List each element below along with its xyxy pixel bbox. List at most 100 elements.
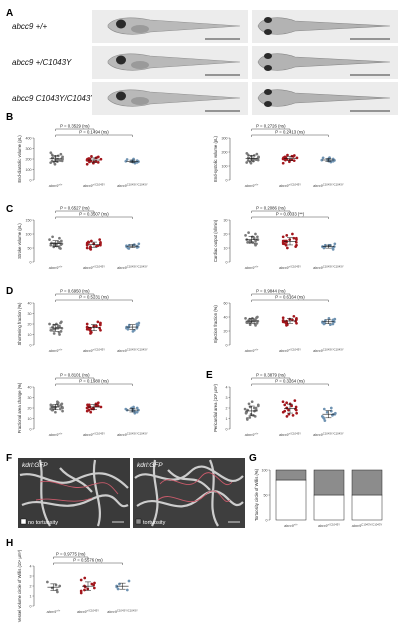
chart-esv: 0 100 200 300 End-systolic volume (pL) abcc9+… xyxy=(213,124,344,189)
data-point xyxy=(245,152,249,155)
x-category-label: abcc9+/+ xyxy=(245,432,259,438)
data-point xyxy=(51,235,54,239)
data-point xyxy=(328,323,332,327)
y-tick-label: 100 xyxy=(26,168,32,172)
data-point xyxy=(250,400,254,404)
data-point xyxy=(54,583,58,587)
y-tick-label: 0 xyxy=(266,518,268,522)
data-point xyxy=(132,405,135,409)
data-point xyxy=(334,411,337,415)
y-axis-label: End-diastolic volume (pL) xyxy=(17,135,22,183)
x-category-label: abcc9+/C1043Y xyxy=(83,432,105,438)
data-point xyxy=(288,160,291,164)
data-point xyxy=(294,245,298,248)
legend-tortuosity: tortuosity xyxy=(143,520,166,526)
x-category-label: abcc9+/C1043Y xyxy=(279,432,301,438)
x-category-label: abcc9C1043Y/C1043Y xyxy=(313,183,344,189)
fish-eye-left xyxy=(264,17,272,23)
p-value: P = 0.6950 (ns) xyxy=(60,289,90,294)
significance-bracket xyxy=(251,377,291,380)
y-tick-label: 4 xyxy=(226,385,228,389)
y-tick-label: 30 xyxy=(224,218,228,222)
bar-no-tortuosity xyxy=(275,479,307,521)
data-point xyxy=(281,161,285,165)
data-point xyxy=(83,588,86,592)
p-value: P = 0.2726 (ns) xyxy=(256,124,286,129)
data-point xyxy=(252,406,256,410)
data-point xyxy=(257,155,260,159)
fish-eye-left xyxy=(264,53,272,59)
data-point xyxy=(320,158,324,162)
y-tick-label: 10 xyxy=(224,246,228,250)
data-point xyxy=(294,241,298,244)
data-point xyxy=(79,589,83,593)
data-point xyxy=(99,328,102,332)
data-point xyxy=(88,160,91,164)
fish-eye-right xyxy=(264,29,272,35)
y-tick-label: 30 xyxy=(28,312,32,316)
data-point xyxy=(54,410,57,414)
panel-a-images: abcc9 +/+ abcc9 +/C1043Y abcc9 C1043Y/C104… xyxy=(12,10,398,115)
data-point xyxy=(124,407,128,411)
data-point xyxy=(124,159,128,163)
p-value: P = 0.2413 (ns) xyxy=(275,130,305,135)
data-point xyxy=(255,321,259,325)
data-point xyxy=(252,414,255,417)
data-point xyxy=(125,588,129,592)
data-point xyxy=(285,324,288,327)
data-point xyxy=(85,246,89,250)
x-category-label: abcc9+/C1043Y xyxy=(83,348,105,354)
data-point xyxy=(284,158,287,162)
data-point xyxy=(88,403,91,407)
data-point xyxy=(127,579,131,583)
x-category-label: abcc9+/+ xyxy=(49,348,63,354)
fish-eye xyxy=(116,19,126,29)
fish-yolk xyxy=(131,25,149,33)
data-point xyxy=(281,235,285,239)
y-tick-label: 50 xyxy=(264,493,268,497)
y-tick-label: 60 xyxy=(224,301,228,305)
legend-no-tortuosity: no tortuosity xyxy=(28,520,58,526)
data-point xyxy=(125,326,128,330)
panel-label-d: D xyxy=(6,286,13,297)
y-tick-label: 40 xyxy=(28,385,32,389)
data-point xyxy=(290,158,294,162)
p-value: P = 0.0033 (**) xyxy=(276,212,305,217)
data-point xyxy=(323,419,327,422)
y-axis-label: Pericardial area (10³ µm²) xyxy=(213,384,218,432)
chart-fac: 0 10 20 30 40 Fractional area change (%) abcc9… xyxy=(17,373,148,438)
fish-row-2: abcc9 +/C1043Y xyxy=(12,46,398,79)
y-tick-label: 0 xyxy=(226,178,228,182)
data-point xyxy=(281,400,285,404)
data-point xyxy=(56,157,59,161)
y-tick-label: 100 xyxy=(26,232,32,236)
data-point xyxy=(133,411,137,415)
data-point xyxy=(256,235,259,239)
y-tick-label: 40 xyxy=(224,315,228,319)
data-point xyxy=(290,404,293,408)
data-point xyxy=(333,242,337,246)
significance-bracket xyxy=(251,383,329,386)
y-tick-label: 0 xyxy=(30,178,32,182)
x-category-label: abcc9+/+ xyxy=(245,183,259,189)
data-point xyxy=(285,406,289,410)
y-axis-label: Vessel volume circle of Willis (10⁴ µm³) xyxy=(17,549,22,622)
data-point xyxy=(256,319,260,323)
data-point xyxy=(247,231,250,234)
data-point xyxy=(135,410,139,414)
y-tick-label: 200 xyxy=(26,157,32,161)
data-point xyxy=(137,242,141,246)
vessel-network-right xyxy=(134,459,244,527)
x-category-label: abcc9C1043Y/C1043Y xyxy=(313,432,344,438)
data-point xyxy=(287,412,291,416)
data-point xyxy=(92,324,96,328)
data-point xyxy=(56,402,59,406)
data-point xyxy=(286,153,289,157)
fish-eye xyxy=(116,91,126,101)
panel-label-h: H xyxy=(6,538,13,549)
data-point xyxy=(94,404,98,408)
data-point xyxy=(90,239,93,243)
data-point xyxy=(98,238,102,241)
y-tick-label: 20 xyxy=(224,232,228,236)
data-point xyxy=(52,327,56,331)
